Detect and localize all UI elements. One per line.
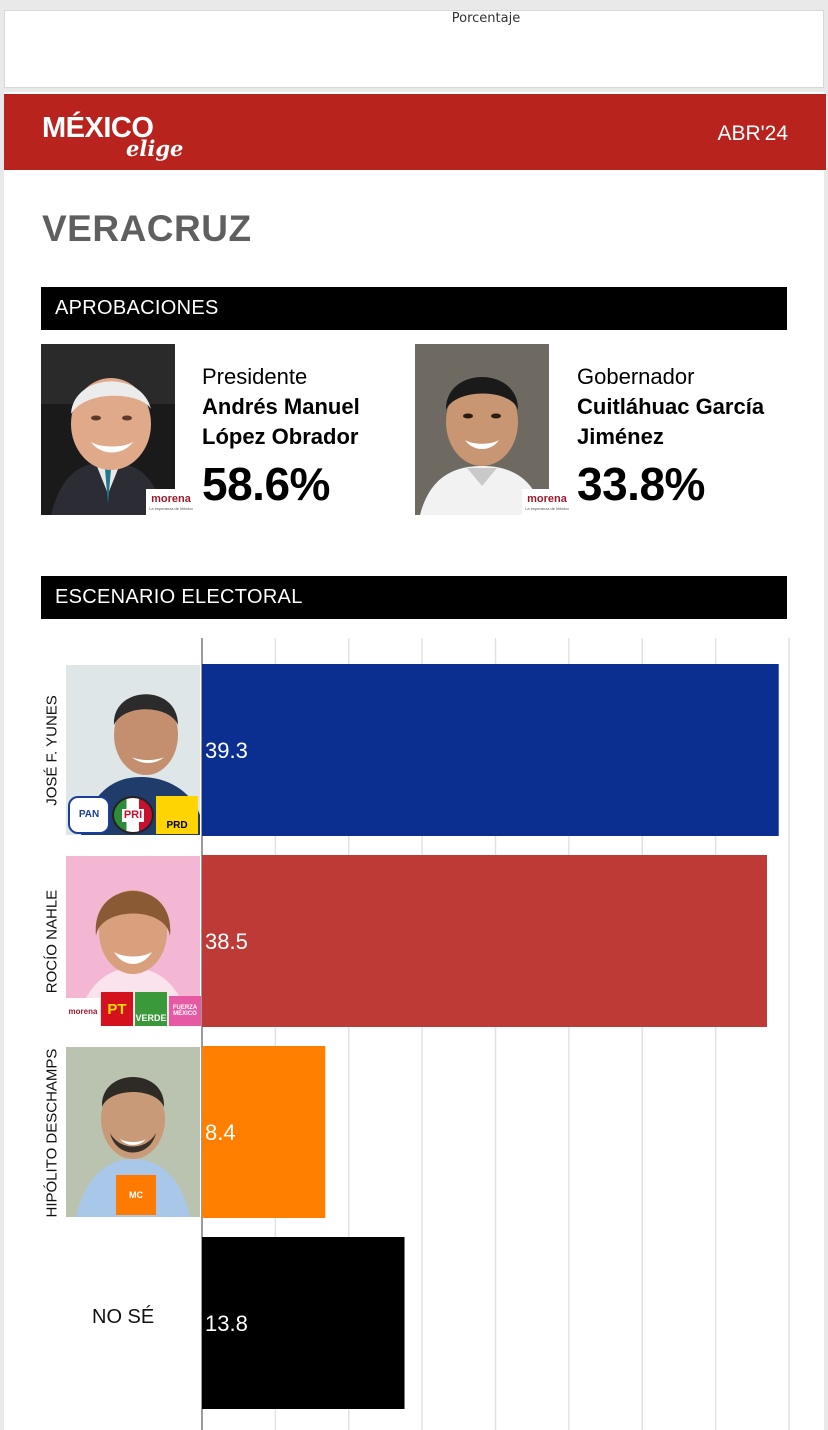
governor-photo [415,344,549,515]
president-party-badge: morena La esperanza de México [146,489,196,519]
prd-logo: PRD [156,796,198,834]
president-approval: Presidente Andrés Manuel López Obrador 5… [202,364,360,510]
mexico-elige-logo: MÉXICO elige [42,112,184,161]
bar-value-label-2: 8.4 [205,1120,236,1145]
bar-1 [202,855,767,1027]
infographic-card: MÉXICO elige ABR'24 VERACRUZ APROBACIONE… [4,92,826,1430]
bars-layer: 39.3 38.5 8.4 13.8 [201,638,790,1430]
morena-logo: morena [66,998,100,1026]
state-title: VERACRUZ [42,208,252,249]
header-bar: MÉXICO elige ABR'24 [4,94,826,170]
governor-party-badge: morena La esperanza de México [522,489,572,519]
axis-title: Porcentaje [451,11,521,26]
pri-logo: PRI [112,796,154,834]
bar-3 [202,1237,405,1409]
axis-title-card: Porcentaje [4,10,824,88]
bar-2 [202,1046,326,1218]
fuerza-mexico-logo: FUERZA MÉXICO [169,996,201,1026]
governor-approval: Gobernador Cuitláhuac García Jiménez 33.… [577,364,765,510]
president-photo [41,344,175,515]
president-approval-pct: 58.6% [202,458,330,510]
bar-value-label-3: 13.8 [205,1311,248,1336]
bar-0 [202,664,779,836]
bar-value-label-1: 38.5 [205,929,248,954]
electoral-heading: ESCENARIO ELECTORAL [41,576,787,619]
survey-date: ABR'24 [717,122,788,145]
pan-logo: PAN [68,796,110,834]
governor-approval-pct: 33.8% [577,458,705,510]
verde-logo: VERDE [135,992,167,1026]
mc-logo: MC [116,1175,156,1215]
category-label-no-se: NO SÉ [92,1306,155,1328]
pt-logo: PT [101,992,133,1026]
bar-value-label-0: 39.3 [205,738,248,763]
approvals-heading: APROBACIONES [41,287,787,330]
electoral-bar-chart: JOSÉ F. YUNES ROCÍO NAHLE HIPÓLITO DESCH… [4,638,824,1430]
